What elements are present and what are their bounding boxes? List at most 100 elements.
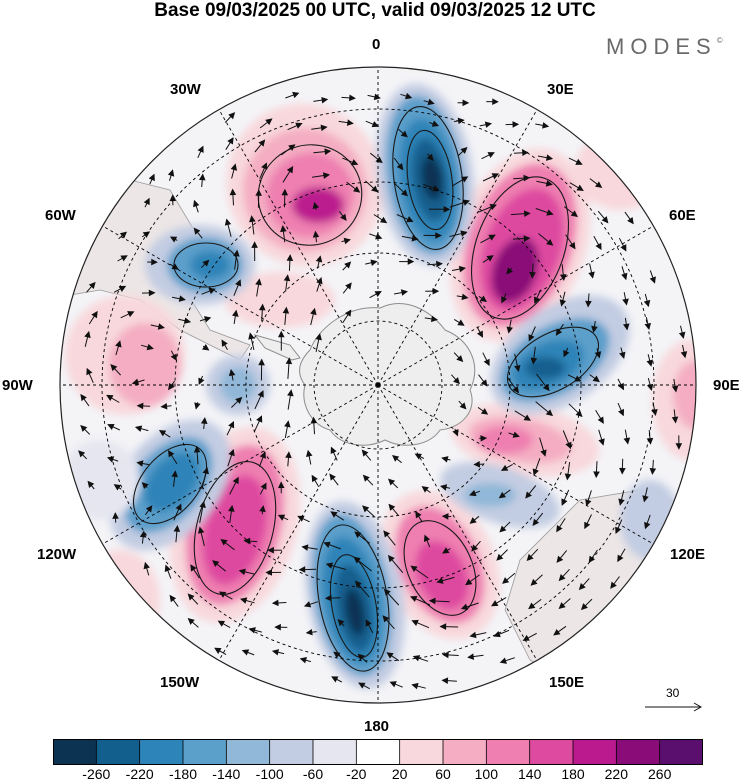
colorbar-tick-label: 100 xyxy=(474,766,498,782)
wind-vector-head xyxy=(480,379,488,387)
wind-vector-head xyxy=(396,163,404,171)
vector-scale-arrow xyxy=(645,702,703,712)
wind-vector-head xyxy=(141,482,149,490)
wind-vector-head xyxy=(453,377,460,385)
wind-vector-head xyxy=(158,430,167,437)
wind-vector-head xyxy=(249,215,256,223)
wind-vector-head xyxy=(148,289,156,297)
wind-vector-head xyxy=(258,139,266,147)
wind-vector-head xyxy=(187,593,195,601)
wind-vector-head xyxy=(383,530,391,538)
wind-vector-head xyxy=(299,657,308,664)
ridge-northeast xyxy=(575,130,665,210)
wind-vector-head xyxy=(545,154,554,161)
meridian-line xyxy=(377,384,538,661)
wind-vector-head xyxy=(523,235,531,242)
wind-vector-head xyxy=(598,438,605,446)
wind-vector-head xyxy=(460,603,469,610)
colorbar-tick-label: -100 xyxy=(255,766,284,782)
colorbar-swatch xyxy=(269,739,314,765)
wind-vector-head xyxy=(323,541,331,548)
wind-vector-head xyxy=(371,185,379,193)
wind-vector-head xyxy=(303,601,312,608)
wind-vector-head xyxy=(480,408,489,415)
wind-vector-head xyxy=(411,619,419,626)
wind-vector-head xyxy=(271,599,279,607)
wind-vector-head xyxy=(169,594,177,603)
wind-vector-head xyxy=(428,597,436,605)
wind-vector-head xyxy=(271,649,280,656)
wind-vector-head xyxy=(532,468,539,476)
wind-vector-head xyxy=(171,470,178,478)
wind-vector-head xyxy=(106,394,114,401)
wind-vector-head xyxy=(619,467,626,475)
wind-vector-head xyxy=(228,420,235,429)
wind-vector-head xyxy=(501,296,508,304)
ridge-east-edge xyxy=(652,340,696,460)
wind-vector-head xyxy=(506,267,513,275)
lon-label-60e: 60E xyxy=(669,207,696,224)
wind-vector-head xyxy=(522,634,530,641)
wind-vector-head xyxy=(265,118,273,126)
wind-vector-head xyxy=(240,597,248,604)
wind-vector-head xyxy=(620,244,627,252)
wind-vector-head xyxy=(559,299,566,307)
wind-vector-head xyxy=(436,577,444,584)
map-title: Base 09/03/2025 00 UTC, valid 09/03/2025… xyxy=(154,0,596,21)
wind-vector-head xyxy=(411,682,419,690)
wind-vector-head xyxy=(392,454,400,462)
wind-vector-head xyxy=(238,568,246,576)
wind-vector-head xyxy=(588,271,595,279)
wind-vector-head xyxy=(136,460,144,467)
wind-vector-head xyxy=(329,473,336,481)
wind-vector-head xyxy=(235,279,242,287)
wind-vector-head xyxy=(512,121,520,128)
wind-vector-head xyxy=(644,521,651,530)
ridge-southwest-edge xyxy=(80,550,160,650)
wind-vector-head xyxy=(441,677,449,684)
colorbar-swatch xyxy=(53,739,97,765)
wind-vector-head xyxy=(344,261,352,269)
wind-vector-head xyxy=(134,425,143,432)
wind-vector-head xyxy=(198,526,205,534)
wind-vector-head xyxy=(297,515,305,522)
wind-vector-head xyxy=(530,357,538,365)
wind-vector-head xyxy=(330,446,337,454)
wind-vector-head xyxy=(361,449,369,457)
colorbar-tick-label: -140 xyxy=(212,766,241,782)
wind-vector-head xyxy=(387,554,395,563)
wind-vector-head xyxy=(193,227,201,235)
wind-vector-head xyxy=(370,259,378,267)
lon-label-90w: 90W xyxy=(2,377,33,394)
wind-vector-head xyxy=(439,623,447,630)
wind-vector-head xyxy=(558,573,566,582)
colorbar-swatch xyxy=(659,739,703,765)
wind-vector-head xyxy=(139,530,147,538)
wind-vector-head xyxy=(301,544,309,551)
wind-vector-head xyxy=(489,204,497,211)
wind-vector-head xyxy=(506,326,513,334)
colorbar-swatch xyxy=(356,739,401,765)
wind-vector-head xyxy=(287,389,294,397)
wind-vector-head xyxy=(565,441,572,450)
wind-vector-head xyxy=(353,556,361,564)
wind-vector-head xyxy=(194,402,201,410)
wind-vector-head xyxy=(569,242,576,250)
wind-vector-head xyxy=(526,553,534,562)
wind-vector-head xyxy=(431,120,440,127)
wind-vector-head xyxy=(421,486,429,493)
wind-vector-head xyxy=(483,358,490,367)
antarctica-landmass xyxy=(299,303,476,446)
trough-south-australia-core xyxy=(464,483,516,507)
wind-vector-head xyxy=(410,595,418,602)
wind-vector-head xyxy=(362,474,370,482)
wind-vector-head xyxy=(499,525,507,533)
wind-vector-head xyxy=(379,216,388,224)
wind-vector-head xyxy=(441,456,449,463)
wind-vector-head xyxy=(343,237,351,245)
wind-vector-head xyxy=(623,323,630,331)
colorbar-tick-label: 180 xyxy=(561,766,585,782)
latitude-circle-60 xyxy=(174,181,582,589)
wind-vector-head xyxy=(261,162,268,170)
wind-vector-head xyxy=(324,148,332,155)
